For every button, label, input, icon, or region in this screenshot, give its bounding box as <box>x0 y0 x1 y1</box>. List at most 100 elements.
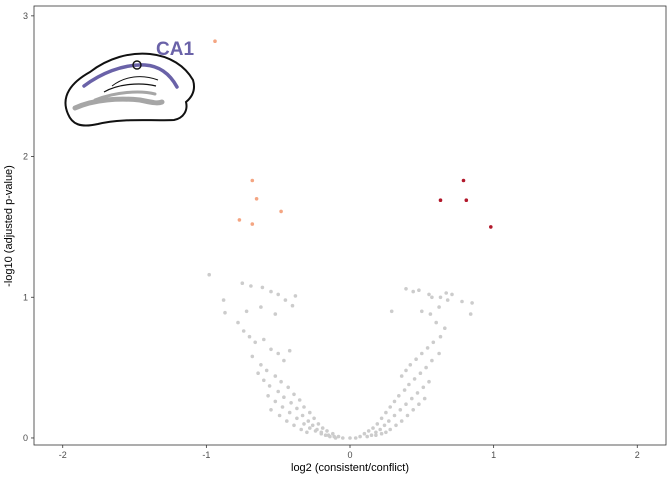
gene-point <box>398 408 403 412</box>
gene-point <box>292 392 296 397</box>
gene-point <box>392 399 397 404</box>
gene-point-down <box>254 197 259 201</box>
gene-point <box>374 430 378 435</box>
gene-point <box>414 357 418 362</box>
gene-point <box>420 351 424 356</box>
gene-point <box>310 423 315 428</box>
gene-point <box>313 429 318 433</box>
ca1-marker-icon <box>132 60 142 70</box>
gene-point <box>308 410 312 415</box>
gene-point <box>280 405 285 409</box>
gene-point <box>382 423 387 428</box>
gene-point <box>259 363 263 367</box>
gene-point <box>236 320 240 325</box>
gene-point <box>295 416 299 421</box>
gene-point <box>283 298 288 302</box>
gene-point <box>302 422 306 426</box>
gene-point <box>378 427 383 432</box>
gene-point <box>431 340 436 345</box>
gene-point <box>323 433 328 438</box>
gene-point <box>415 391 420 395</box>
gene-point <box>418 371 423 376</box>
gene-point <box>412 377 417 381</box>
gene-point <box>308 426 312 430</box>
gene-point <box>430 295 434 300</box>
gene-point <box>262 337 266 342</box>
gene-point <box>387 419 391 423</box>
ca3-layer <box>103 83 157 93</box>
inset-region-label: CA1 <box>156 39 194 60</box>
gene-point <box>374 433 378 438</box>
gene-point <box>389 309 394 314</box>
gene-point <box>269 289 273 294</box>
gene-point <box>269 408 273 412</box>
dentate-gyrus-layer <box>72 96 165 111</box>
gene-point <box>444 291 449 295</box>
gene-point <box>300 413 305 418</box>
gene-point <box>408 363 413 367</box>
gene-point <box>267 384 272 388</box>
gene-point <box>279 379 283 384</box>
hippocampus-inset: CA1 <box>64 39 196 127</box>
gene-point <box>249 284 253 288</box>
gene-point <box>384 410 388 415</box>
gene-point <box>244 309 249 314</box>
gene-point <box>320 426 325 430</box>
gene-point <box>250 354 255 359</box>
y-tick-label: 0 <box>23 433 28 443</box>
y-tick-label: 2 <box>23 152 28 162</box>
gene-point <box>399 374 404 378</box>
gene-point <box>290 303 295 308</box>
gene-point <box>399 419 404 423</box>
gene-point <box>256 371 260 376</box>
gene-point <box>437 305 441 309</box>
gene-point <box>369 433 374 438</box>
gene-point-up <box>461 178 466 183</box>
gene-point <box>388 427 393 432</box>
gene-point <box>438 295 443 300</box>
gene-point-down <box>279 209 283 214</box>
gene-point <box>260 285 265 290</box>
gene-point <box>312 416 316 421</box>
gene-point <box>299 427 304 432</box>
gene-point <box>417 402 421 407</box>
x-axis: -2 -1 0 1 2 <box>59 445 640 460</box>
gene-point <box>262 378 266 383</box>
gene-point-down <box>213 39 217 43</box>
gene-point <box>407 382 411 387</box>
inner-contour <box>111 76 159 87</box>
gene-point-up <box>489 225 493 229</box>
gene-point <box>221 298 226 302</box>
gene-point <box>438 334 443 339</box>
x-tick-label: 0 <box>347 450 352 460</box>
gene-point <box>289 401 293 405</box>
gene-point <box>302 405 306 409</box>
gene-point <box>417 288 421 293</box>
gene-point <box>336 434 341 439</box>
gene-point <box>365 434 370 439</box>
gene-point-down <box>250 222 255 226</box>
gene-point <box>427 379 431 384</box>
gene-point <box>259 305 263 309</box>
gene-point <box>282 395 286 400</box>
gene-point <box>445 298 450 302</box>
gene-point <box>450 292 454 297</box>
gene-point <box>285 419 289 423</box>
gene-point <box>411 289 416 294</box>
gene-point <box>297 398 302 402</box>
gene-point <box>362 431 367 436</box>
gene-point <box>424 365 428 370</box>
gene-point <box>443 326 447 331</box>
gene-point <box>331 431 335 436</box>
gene-point <box>353 436 358 440</box>
gene-point <box>421 385 426 390</box>
gene-point <box>253 340 257 345</box>
gene-point <box>293 294 298 298</box>
gene-point <box>223 310 227 315</box>
gene-point <box>427 292 431 297</box>
gene-point <box>422 396 427 401</box>
gene-point <box>292 423 296 428</box>
gene-point <box>273 312 278 316</box>
gene-point <box>402 388 407 392</box>
